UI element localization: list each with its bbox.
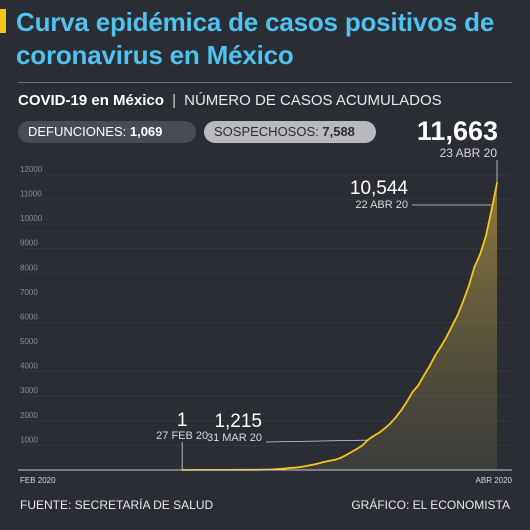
data-point — [423, 374, 425, 377]
data-point — [462, 300, 465, 302]
sospechosos-label: SOSPECHOSOS: — [214, 124, 319, 139]
header-divider — [18, 82, 512, 83]
data-point — [389, 422, 392, 425]
total-cases-value: 11,663 — [416, 116, 498, 146]
data-point — [327, 460, 330, 462]
data-point — [473, 266, 476, 268]
y-tick-label: 7000 — [20, 288, 38, 297]
data-point — [310, 464, 313, 466]
data-point — [434, 354, 437, 357]
data-point — [282, 467, 285, 470]
data-point — [468, 284, 470, 287]
defunciones-badge: DEFUNCIONES: 1,069 — [18, 121, 196, 143]
data-point — [445, 336, 448, 339]
annotation-value: 10,544 — [350, 178, 409, 199]
y-tick-label: 5000 — [20, 337, 38, 346]
data-point — [293, 466, 296, 469]
data-point — [355, 448, 358, 450]
sospechosos-badge: SOSPECHOSOS: 7,588 — [204, 121, 376, 143]
x-tick-label: ABR 2020 — [476, 476, 513, 485]
data-point — [338, 457, 341, 460]
area-fill — [182, 183, 497, 470]
data-point — [333, 459, 335, 461]
data-point — [344, 454, 347, 457]
cases-line — [182, 183, 498, 471]
credit-note: GRÁFICO: EL ECONOMISTA — [351, 498, 510, 512]
x-tick-label: FEB 2020 — [20, 476, 56, 485]
y-tick-label: 3000 — [20, 386, 38, 395]
data-point — [383, 427, 386, 430]
source-note: FUENTE: SECRETARÍA DE SALUD — [20, 498, 214, 512]
defunciones-value: 1,069 — [129, 124, 163, 139]
annotation-date: 31 MAR 20 — [207, 432, 262, 444]
data-point — [276, 468, 279, 470]
y-tick-label: 6000 — [20, 312, 38, 321]
data-point — [321, 461, 324, 464]
subtitle-separator: | — [172, 92, 176, 109]
data-point — [299, 466, 302, 468]
y-tick-label: 10000 — [20, 214, 43, 223]
y-tick-label: 1000 — [20, 435, 38, 444]
data-point — [479, 253, 481, 256]
y-tick-label: 11000 — [20, 190, 42, 199]
data-point — [411, 390, 414, 393]
data-point — [400, 409, 403, 411]
total-cases-date: 23 ABR 20 — [439, 146, 497, 160]
data-point — [417, 384, 420, 387]
axis-layer: 1000 2000 3000 4000 5000 6000 7000 8000 9000 1000… — [18, 165, 513, 485]
annotation-value: 1 — [177, 410, 188, 431]
data-point — [394, 416, 397, 419]
data-point — [451, 325, 453, 328]
title-accent-bar — [0, 9, 6, 33]
y-tick-label: 4000 — [20, 362, 38, 371]
data-point — [288, 467, 290, 469]
annotation-value: 1,215 — [214, 411, 262, 432]
subtitle: COVID-19 en México | NÚMERO DE CASOS ACU… — [18, 92, 442, 109]
data-point — [406, 400, 408, 403]
data-point — [439, 345, 442, 348]
defunciones-label: DEFUNCIONES: — [28, 124, 127, 139]
data-point — [484, 235, 487, 238]
y-tick-label: 8000 — [20, 263, 38, 272]
annotation-date: 27 FEB 20 — [156, 430, 208, 442]
data-point — [366, 439, 369, 441]
annotation-leader — [265, 439, 368, 443]
data-point — [378, 432, 380, 434]
data-point — [456, 314, 459, 317]
y-tick-label: 9000 — [20, 239, 38, 248]
y-tick-label: 2000 — [20, 411, 38, 420]
data-point — [490, 209, 493, 212]
y-tick-label: 12000 — [20, 165, 43, 174]
data-point — [316, 462, 318, 465]
subtitle-topic: COVID-19 en México — [18, 92, 164, 109]
data-point — [305, 465, 307, 467]
data-point — [372, 435, 375, 437]
data-point — [349, 451, 352, 454]
page-title: Curva epidémica de casos positivos de co… — [16, 7, 495, 70]
data-point — [428, 365, 431, 368]
sospechosos-value: 7,588 — [322, 124, 355, 139]
subtitle-measure: NÚMERO DE CASOS ACUMULADOS — [184, 92, 442, 109]
data-point — [361, 444, 363, 447]
annotation-date: 22 ABR 20 — [355, 199, 408, 211]
